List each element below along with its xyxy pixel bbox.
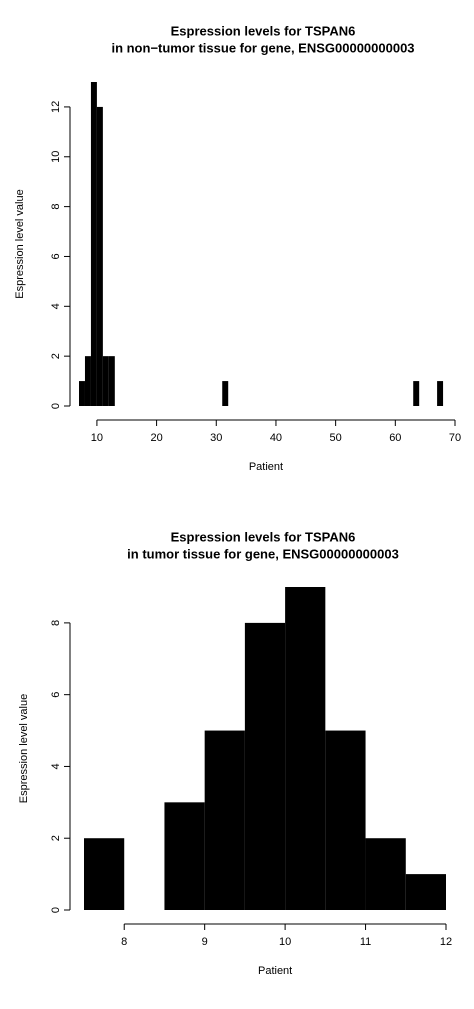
bar [325, 730, 366, 910]
bar [79, 381, 85, 406]
bar [405, 874, 446, 910]
bar [84, 356, 91, 406]
y-tick-label: 0 [50, 907, 62, 913]
x-axis-label: Patient [258, 965, 292, 977]
x-tick-label: 8 [121, 936, 127, 948]
bar [413, 381, 420, 406]
bar [96, 106, 103, 406]
y-tick-label: 4 [50, 303, 62, 309]
x-tick-label: 40 [270, 432, 282, 444]
bar [102, 356, 109, 406]
bar [84, 838, 125, 910]
bar [204, 730, 245, 910]
x-tick-label: 9 [202, 936, 208, 948]
x-tick-label: 11 [360, 936, 371, 948]
chart-title: Espression levels for TSPAN6 [171, 23, 356, 38]
chart-title: in non−tumor tissue for gene, ENSG000000… [111, 40, 414, 55]
x-axis-label: Patient [249, 461, 283, 473]
bar [365, 838, 406, 910]
x-tick-label: 60 [389, 432, 401, 444]
y-tick-label: 2 [50, 353, 62, 359]
x-tick-label: 20 [150, 432, 162, 444]
x-tick-label: 12 [440, 936, 452, 948]
y-tick-label: 6 [50, 692, 62, 698]
y-tick-label: 8 [50, 204, 62, 210]
bar [108, 356, 115, 406]
bar [437, 381, 444, 406]
y-tick-label: 0 [50, 403, 62, 409]
bar [164, 802, 205, 910]
y-tick-label: 6 [50, 253, 62, 259]
bar [285, 587, 326, 910]
x-tick-label: 50 [330, 432, 342, 444]
x-tick-label: 10 [91, 432, 103, 444]
y-tick-label: 2 [50, 835, 62, 841]
y-axis-label: Espression level value [14, 189, 26, 298]
x-tick-label: 10 [279, 936, 291, 948]
chart-title: Espression levels for TSPAN6 [171, 529, 356, 544]
bar [244, 622, 286, 910]
x-tick-label: 30 [210, 432, 222, 444]
bar [222, 381, 229, 406]
y-tick-label: 12 [50, 101, 62, 113]
x-tick-label: 70 [449, 432, 461, 444]
bar [90, 82, 97, 406]
y-tick-label: 10 [50, 151, 62, 163]
chart-title: in tumor tissue for gene, ENSG0000000000… [127, 546, 399, 561]
y-tick-label: 4 [50, 763, 62, 769]
y-tick-label: 8 [50, 620, 62, 626]
y-axis-label: Espression level value [18, 694, 30, 803]
